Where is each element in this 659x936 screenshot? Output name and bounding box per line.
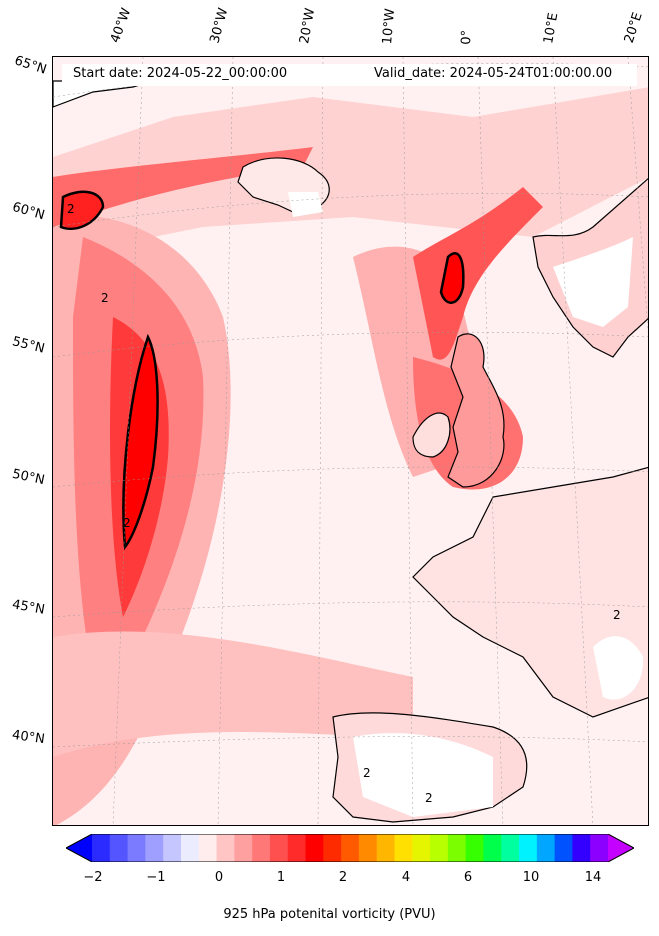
longitude-label: 20°E: [621, 10, 646, 46]
colorbar-tick: 14: [584, 870, 602, 885]
longitude-label: 20°W: [297, 7, 319, 46]
ireland: [412, 412, 451, 458]
latitude-label: 40°N: [11, 727, 46, 748]
latitude-label: 55°N: [10, 334, 47, 357]
colorbar-swatch: [252, 834, 271, 862]
longitude-label: 10°E: [541, 11, 562, 45]
colorbar-tick: 10: [522, 870, 540, 885]
contour-label: 2: [123, 516, 131, 530]
latitude-label: 50°N: [10, 466, 46, 489]
colorbar-swatch: [163, 834, 182, 862]
western-ridge-contour: [122, 333, 159, 551]
latitude-label: 60°N: [10, 199, 47, 224]
longitude-label: 30°W: [207, 6, 232, 45]
colorbar-swatch: [519, 834, 538, 862]
great-britain: [447, 333, 505, 488]
colorbar-extend-min: [66, 834, 92, 862]
colorbar-swatch: [180, 834, 200, 862]
map-panel: 2 2 2 2 2 2: [52, 56, 649, 826]
contour-label: 2: [363, 766, 371, 780]
contour-label: 2: [67, 202, 75, 216]
eastern-filament: [413, 187, 543, 360]
colorbar-swatch: [269, 834, 289, 862]
colorbar-tick: 1: [276, 870, 286, 885]
colorbar-swatch: [376, 834, 395, 862]
colorbar-swatch: [198, 834, 218, 862]
colorbar-swatch: [145, 834, 164, 862]
longitude-label: 0°: [459, 29, 475, 45]
colorbar-swatch: [394, 834, 413, 862]
colorbar-tick: −2: [83, 870, 103, 885]
colorbar-swatch: [465, 834, 484, 862]
header-bar: [62, 64, 637, 86]
colorbar-swatch: [109, 834, 129, 862]
longitude-label: 40°W: [107, 6, 135, 45]
colorbar-swatch: [127, 834, 146, 862]
colorbar-swatch: [412, 834, 431, 862]
colorbar: [66, 834, 634, 862]
colorbar-tick: 6: [463, 870, 473, 885]
iceland-missing-data: [288, 192, 323, 217]
colorbar-swatch: [483, 834, 502, 862]
latitude-label: 65°N: [12, 53, 49, 78]
colorbar-swatch: [287, 834, 307, 862]
colorbar-tick: 4: [401, 870, 411, 885]
potential-vorticity-map: 2 2 2 2 2 2: [53, 57, 648, 825]
iberia-missing-data: [353, 733, 493, 817]
colorbar-swatch: [305, 834, 324, 862]
latitude-label: 45°N: [10, 597, 46, 618]
colorbar-swatch: [572, 834, 591, 862]
alps-missing-data: [593, 636, 644, 700]
colorbar-swatch: [358, 834, 378, 862]
scandinavia-missing-data: [553, 237, 633, 327]
colorbar-swatch: [92, 834, 111, 862]
colorbar-swatch: [216, 834, 235, 862]
contour-label: 2: [101, 291, 109, 305]
colorbar-swatch: [234, 834, 253, 862]
colorbar-swatch: [536, 834, 556, 862]
colorbar-swatch: [341, 834, 360, 862]
colorbar-label: 925 hPa potenital vorticity (PVU): [223, 907, 436, 922]
colorbar-swatch: [323, 834, 342, 862]
longitude-label: 10°W: [380, 7, 399, 45]
eastern-contour: [439, 252, 465, 304]
colorbar-swatch: [430, 834, 449, 862]
colorbar-extend-max: [608, 834, 634, 862]
valid-date-label: Valid_date: 2024-05-24T01:00:00.00: [374, 66, 613, 81]
colorbar-swatch: [447, 834, 467, 862]
contour-label: 2: [613, 608, 621, 622]
colorbar-tick: −1: [146, 870, 166, 885]
colorbar-swatch: [590, 834, 609, 862]
continental-europe: [412, 466, 648, 718]
colorbar-tick: 2: [338, 870, 348, 885]
northern-contour: [59, 190, 105, 231]
colorbar-swatch: [554, 834, 573, 862]
colorbar-tick: 0: [214, 870, 224, 885]
colorbar-swatch: [501, 834, 520, 862]
contour-label: 2: [425, 791, 433, 805]
southern-band: [53, 631, 413, 757]
start-date-label: Start date: 2024-05-22_00:00:00: [73, 66, 288, 81]
